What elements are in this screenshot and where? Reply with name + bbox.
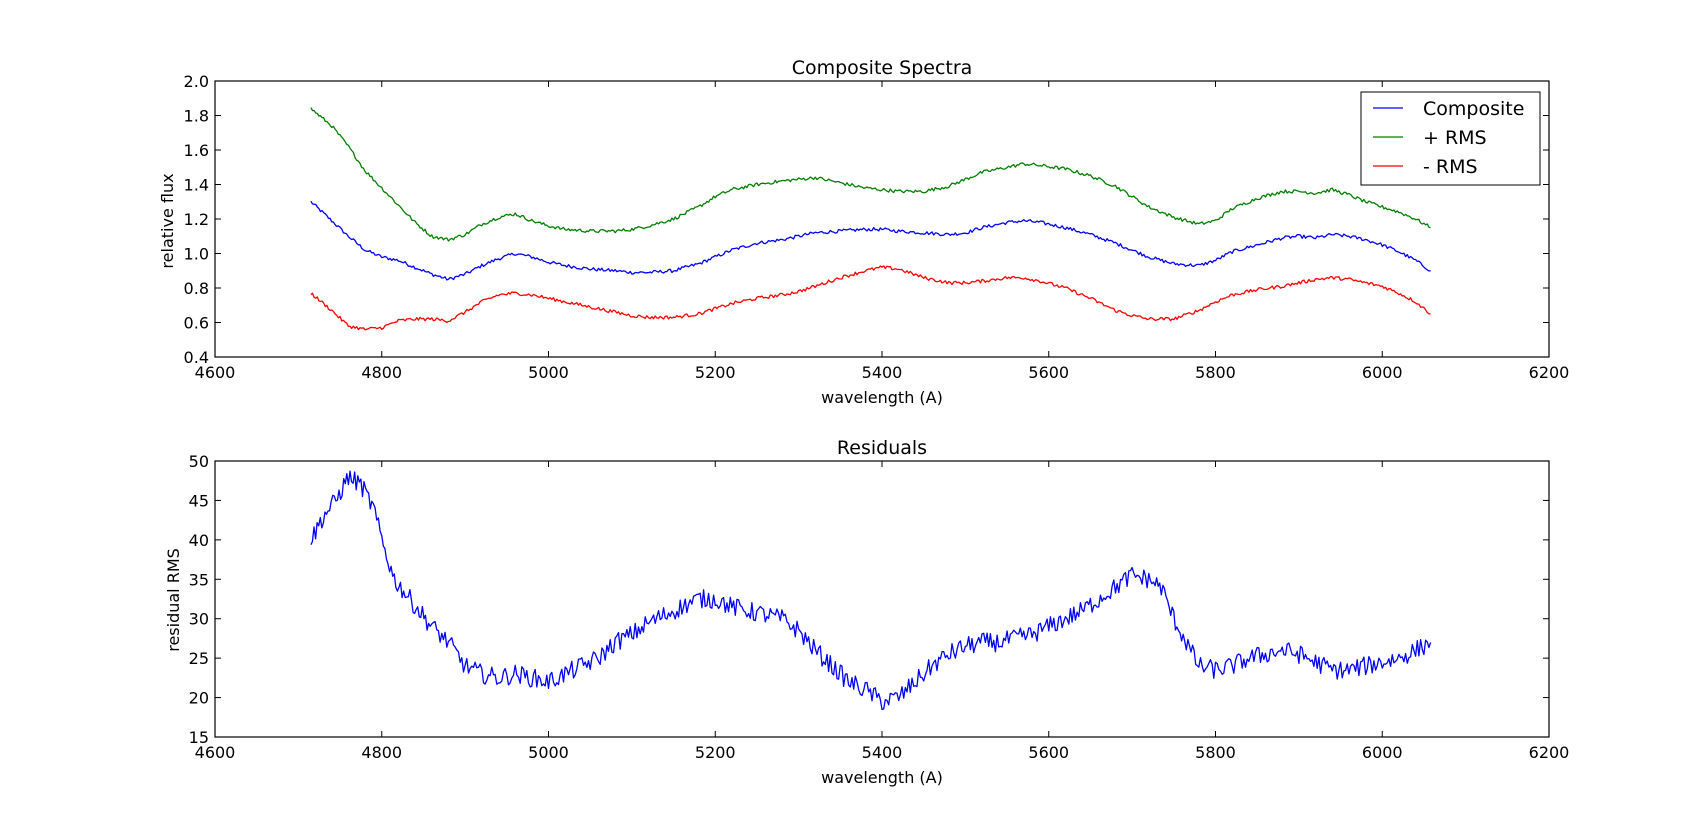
x-tick-label: 4800 xyxy=(361,363,402,382)
axis-ticks: 4600 4800 5000 5200 5400 5600 5800 6000 6200 15 20… xyxy=(189,452,1570,762)
series-line-plus-rms xyxy=(310,107,1431,242)
legend-label-composite: Composite xyxy=(1423,98,1524,120)
y-tick-label: 0.4 xyxy=(184,348,209,367)
y-tick-label: 2.0 xyxy=(184,72,209,91)
y-tick-label: 1.6 xyxy=(184,141,209,160)
x-tick-label: 6200 xyxy=(1529,743,1570,762)
y-tick-label: 1.4 xyxy=(184,176,209,195)
y-tick-label: 0.6 xyxy=(184,314,209,333)
series-line-minus-rms xyxy=(310,265,1431,331)
x-tick-label: 4600 xyxy=(195,363,236,382)
x-tick-label: 6200 xyxy=(1529,363,1570,382)
y-tick-label: 50 xyxy=(189,452,209,471)
series-line-residualminusrms xyxy=(310,470,1432,711)
series-line-composite xyxy=(310,200,1431,281)
x-tick-label: 5000 xyxy=(528,743,569,762)
plot-frame xyxy=(214,80,1550,358)
legend: Composite + RMS - RMS xyxy=(1360,91,1541,186)
y-tick-label: 0.8 xyxy=(184,279,209,298)
x-tick-label: 6000 xyxy=(1362,743,1403,762)
legend-label-plus-rms: + RMS xyxy=(1423,127,1487,149)
x-axis-label: wavelength (A) xyxy=(821,388,943,407)
y-axis-label: residual RMS xyxy=(164,548,183,652)
y-tick-label: 1.0 xyxy=(184,245,209,264)
chart-title: Composite Spectra xyxy=(792,57,973,79)
chart-title: Residuals xyxy=(837,437,927,459)
y-tick-label: 1.8 xyxy=(184,107,209,126)
y-tick-label: 35 xyxy=(189,570,209,589)
x-tick-label: 4800 xyxy=(361,743,402,762)
x-tick-label: 6000 xyxy=(1362,363,1403,382)
x-tick-label: 5400 xyxy=(862,363,903,382)
y-tick-label: 45 xyxy=(189,491,209,510)
x-tick-label: 5800 xyxy=(1195,743,1236,762)
x-tick-label: 5000 xyxy=(528,363,569,382)
plot-frame xyxy=(214,460,1550,738)
y-tick-label: 25 xyxy=(189,649,209,668)
y-axis-label: relative flux xyxy=(158,173,177,268)
x-tick-label: 5200 xyxy=(695,363,736,382)
residuals-panel: Residuals wavelength (A) residual RMS 46… xyxy=(164,437,1569,787)
composite-spectra-panel: Composite Spectra wavelength (A) relativ… xyxy=(158,57,1569,407)
y-tick-label: 30 xyxy=(189,610,209,629)
x-tick-label: 5200 xyxy=(695,743,736,762)
x-tick-label: 5800 xyxy=(1195,363,1236,382)
legend-label-minus-rms: - RMS xyxy=(1423,156,1478,178)
x-tick-label: 4600 xyxy=(195,743,236,762)
axis-ticks: 4600 4800 5000 5200 5400 5600 5800 6000 6200 0.4 0… xyxy=(184,72,1570,382)
y-tick-label: 40 xyxy=(189,531,209,550)
x-tick-label: 5600 xyxy=(1028,363,1069,382)
x-tick-label: 5600 xyxy=(1028,743,1069,762)
plot-lines xyxy=(310,470,1432,711)
y-tick-label: 1.2 xyxy=(184,210,209,229)
y-tick-label: 20 xyxy=(189,689,209,708)
y-tick-label: 15 xyxy=(189,728,209,747)
x-axis-label: wavelength (A) xyxy=(821,768,943,787)
x-tick-label: 5400 xyxy=(862,743,903,762)
plot-lines xyxy=(310,107,1431,331)
